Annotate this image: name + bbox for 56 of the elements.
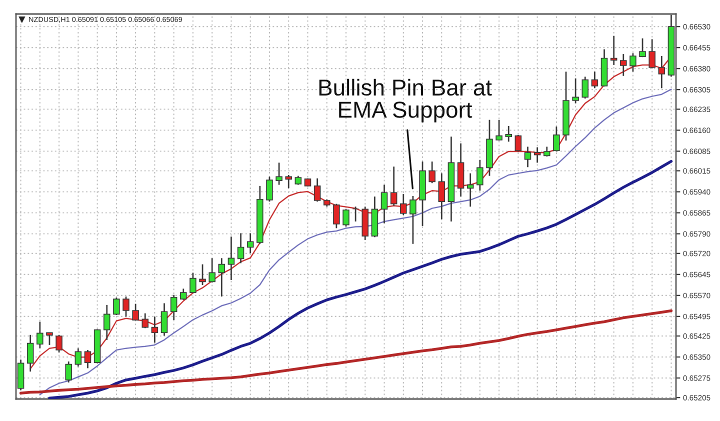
candlestick (591, 70, 598, 89)
candlestick (476, 159, 484, 192)
candlestick (170, 294, 178, 321)
candlestick (132, 303, 139, 322)
candlestick (36, 321, 44, 350)
candlestick (400, 193, 407, 216)
candlestick (658, 55, 666, 89)
candlestick (56, 334, 62, 354)
candlestick (572, 78, 579, 104)
candlestick (553, 126, 560, 152)
candlestick (142, 312, 149, 329)
candlestick (151, 316, 158, 344)
candlestick (199, 264, 206, 286)
candlestick (218, 257, 226, 298)
candlestick (505, 125, 512, 142)
candlestick (630, 52, 636, 72)
candlestick (160, 302, 168, 336)
candlestick (190, 272, 196, 294)
candlestick (276, 162, 282, 186)
candlestick (496, 119, 502, 142)
candlestick (342, 208, 350, 228)
candlestick (285, 174, 292, 189)
candlestick (246, 232, 254, 254)
candlestick (237, 232, 244, 264)
candlestick (648, 38, 656, 70)
candlestick (466, 172, 474, 208)
candlestick (524, 146, 532, 168)
candlestick (543, 146, 550, 158)
candlestick (438, 172, 446, 220)
candlestick (639, 38, 646, 58)
candlestick (410, 195, 416, 245)
candlestick (390, 166, 398, 206)
candlestick (333, 203, 340, 229)
line-series (19, 309, 673, 395)
candlestick (428, 160, 436, 184)
candlestick (208, 257, 216, 284)
candlestick (352, 206, 359, 222)
candlestick (380, 184, 388, 224)
candlestick (84, 349, 92, 369)
candlestick (620, 53, 627, 77)
candlestick (103, 304, 110, 341)
candlestick (74, 348, 82, 368)
candlestick (266, 176, 273, 202)
candlestick (582, 76, 589, 100)
candlestick (65, 360, 72, 384)
candlestick (228, 236, 235, 281)
candlestick (122, 296, 130, 318)
line-series (48, 160, 673, 399)
candlestick (26, 334, 34, 372)
candlestick (514, 134, 522, 152)
candlestick (314, 178, 321, 202)
candlestick (46, 332, 53, 346)
annotation: Bullish Pin Bar at EMA Support (319, 78, 492, 122)
candlestick (534, 146, 541, 164)
candlestick (180, 288, 187, 301)
candlestick (113, 296, 120, 316)
